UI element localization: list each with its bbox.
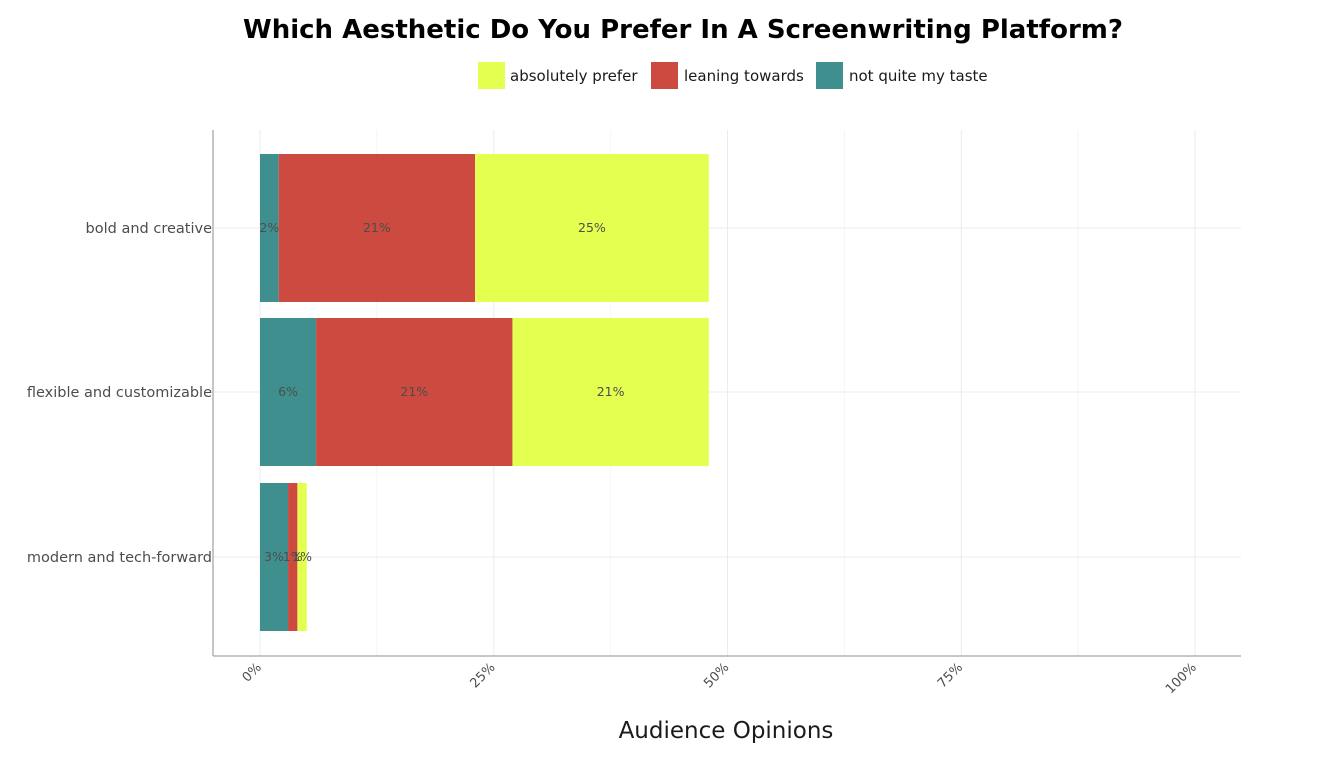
legend-swatch-absolutely-prefer [478,62,505,89]
x-tick-label: 0% [240,660,265,685]
legend-swatch-not-quite-my-taste [816,62,843,89]
bar-value-label: 3% [264,549,284,564]
bar-value-label: 21% [363,220,391,235]
bar-value-label: 21% [597,384,625,399]
x-tick-label: 75% [935,660,966,691]
bars: 2% 21% 25%6% 21% 21%3%1%1% [259,154,709,631]
category-label: bold and creative [86,221,213,237]
bar-not-quite-my-taste-0 [260,154,279,302]
x-axis-title: Audience Opinions [619,718,834,744]
bar-leaning-towards-0 [278,154,476,302]
bar-not-quite-my-taste-1 [260,318,317,466]
legend: absolutely prefer leaning towards not quit… [478,62,988,89]
bar-not-quite-my-taste-2 [260,483,289,631]
bar-value-label: 21% [400,384,428,399]
bar-value-label: 1% [292,549,312,564]
bar-value-label: 1% [283,549,303,564]
legend-label: not quite my taste [849,67,988,85]
axes [212,130,1241,657]
bar-leaning-towards-1 [316,318,513,466]
category-label: modern and tech-forward [27,550,212,566]
x-tick-label: 25% [468,660,499,691]
bar-absolutely-prefer-0 [475,154,709,302]
legend-swatch-leaning-towards [651,62,678,89]
bar-absolutely-prefer-1 [512,318,709,466]
bar-value-label: 25% [578,220,606,235]
x-tick-labels: 0% 25% 50% 75% 100% [240,660,1200,697]
x-tick-label: 100% [1163,660,1200,697]
bar-leaning-towards-2 [288,483,298,631]
category-labels: bold and creative flexible and customizab… [27,221,212,566]
legend-label: leaning towards [684,67,804,85]
bar-value-label: 2% [259,220,279,235]
bar-value-label: 6% [278,384,298,399]
legend-label: absolutely prefer [510,67,638,85]
x-tick-label: 50% [701,660,732,691]
bar-absolutely-prefer-2 [297,483,307,631]
chart-title: Which Aesthetic Do You Prefer In A Scree… [243,15,1123,45]
category-label: flexible and customizable [27,385,212,401]
